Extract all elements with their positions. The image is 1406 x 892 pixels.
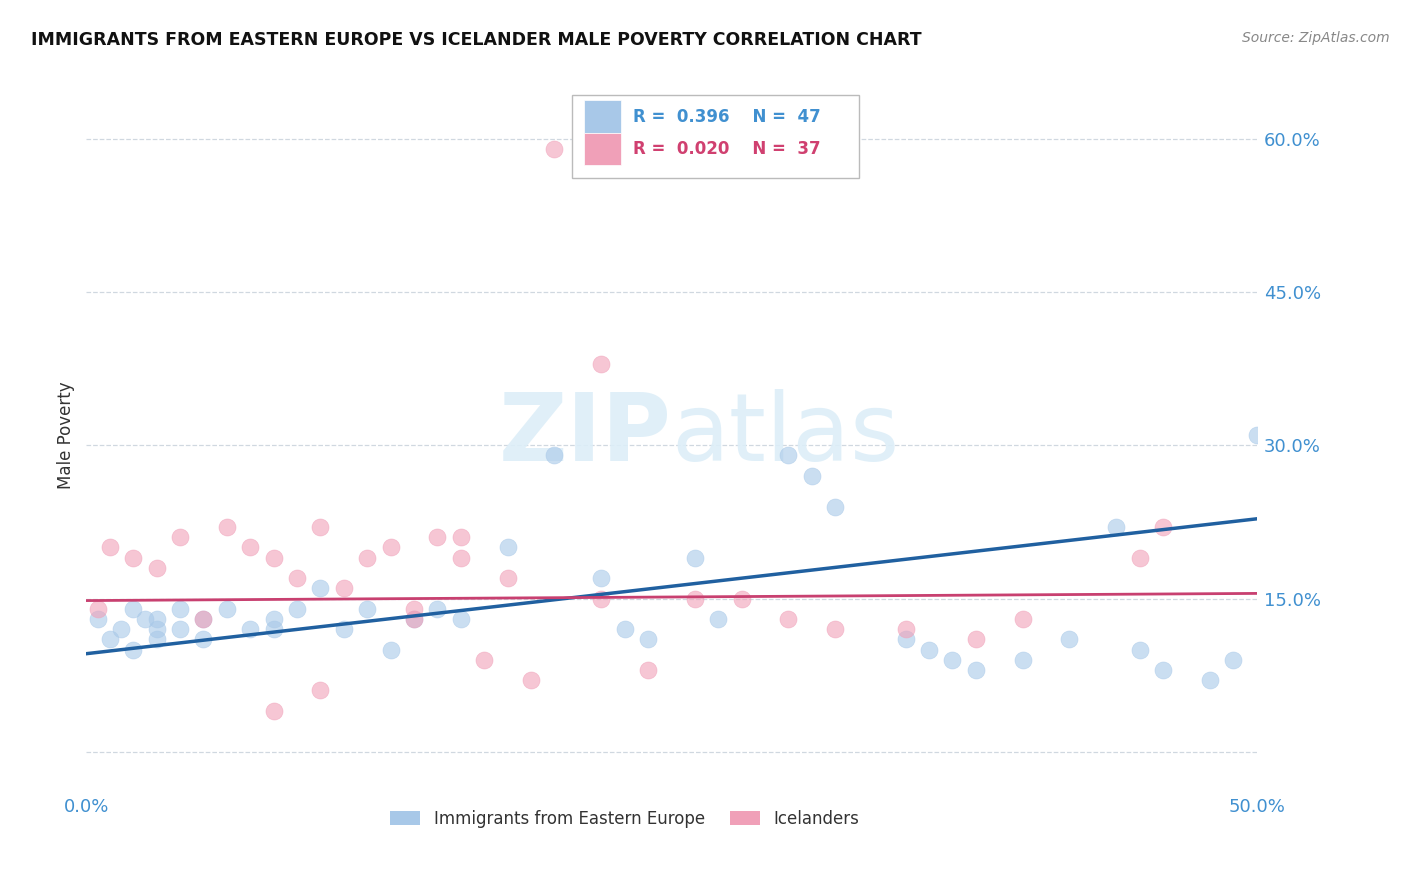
- Point: [450, 530, 472, 544]
- Point: [543, 449, 565, 463]
- Text: R =  0.396    N =  47: R = 0.396 N = 47: [633, 108, 821, 126]
- Point: [402, 601, 425, 615]
- Point: [778, 612, 800, 626]
- Point: [520, 673, 543, 688]
- Point: [332, 622, 354, 636]
- Point: [309, 683, 332, 698]
- Point: [98, 632, 121, 647]
- Point: [778, 449, 800, 463]
- Point: [1222, 653, 1244, 667]
- Point: [309, 520, 332, 534]
- Point: [145, 561, 167, 575]
- Point: [472, 653, 495, 667]
- Point: [402, 612, 425, 626]
- Point: [824, 500, 846, 514]
- Point: [402, 612, 425, 626]
- Point: [215, 601, 238, 615]
- Point: [426, 601, 449, 615]
- Point: [98, 541, 121, 555]
- Text: R =  0.020    N =  37: R = 0.020 N = 37: [633, 140, 821, 158]
- Point: [543, 142, 565, 156]
- Legend: Immigrants from Eastern Europe, Icelanders: Immigrants from Eastern Europe, Icelande…: [384, 803, 866, 834]
- Point: [239, 541, 262, 555]
- Point: [1059, 632, 1081, 647]
- Point: [683, 550, 706, 565]
- Point: [263, 704, 285, 718]
- Point: [613, 622, 636, 636]
- Point: [1152, 663, 1174, 677]
- Point: [1152, 520, 1174, 534]
- Point: [800, 469, 823, 483]
- Point: [450, 612, 472, 626]
- Point: [332, 582, 354, 596]
- Point: [591, 357, 613, 371]
- Y-axis label: Male Poverty: Male Poverty: [58, 381, 75, 489]
- Point: [309, 582, 332, 596]
- Point: [637, 632, 659, 647]
- Point: [193, 612, 215, 626]
- Point: [591, 571, 613, 585]
- Point: [496, 571, 519, 585]
- Text: IMMIGRANTS FROM EASTERN EUROPE VS ICELANDER MALE POVERTY CORRELATION CHART: IMMIGRANTS FROM EASTERN EUROPE VS ICELAN…: [31, 31, 921, 49]
- Point: [145, 622, 167, 636]
- Text: ZIP: ZIP: [499, 389, 672, 481]
- FancyBboxPatch shape: [572, 95, 859, 178]
- Point: [263, 612, 285, 626]
- Point: [824, 622, 846, 636]
- Point: [450, 550, 472, 565]
- Point: [426, 530, 449, 544]
- Point: [1011, 612, 1033, 626]
- Text: atlas: atlas: [672, 389, 900, 481]
- Point: [1129, 642, 1152, 657]
- Point: [285, 571, 308, 585]
- Point: [263, 550, 285, 565]
- Point: [122, 601, 145, 615]
- Point: [193, 632, 215, 647]
- Point: [285, 601, 308, 615]
- Point: [731, 591, 754, 606]
- Point: [380, 642, 402, 657]
- Point: [169, 622, 191, 636]
- Point: [1011, 653, 1033, 667]
- Point: [110, 622, 132, 636]
- Point: [263, 622, 285, 636]
- Point: [894, 632, 917, 647]
- Point: [380, 541, 402, 555]
- Point: [215, 520, 238, 534]
- Point: [356, 550, 378, 565]
- Point: [1246, 428, 1268, 442]
- Point: [941, 653, 963, 667]
- Point: [918, 642, 941, 657]
- Point: [707, 612, 730, 626]
- FancyBboxPatch shape: [583, 133, 621, 165]
- Point: [683, 591, 706, 606]
- Point: [965, 663, 987, 677]
- Point: [1105, 520, 1128, 534]
- Point: [134, 612, 156, 626]
- Point: [1198, 673, 1220, 688]
- Point: [87, 601, 110, 615]
- Point: [965, 632, 987, 647]
- Point: [591, 591, 613, 606]
- Point: [122, 550, 145, 565]
- Point: [239, 622, 262, 636]
- Point: [87, 612, 110, 626]
- Point: [122, 642, 145, 657]
- Point: [169, 530, 191, 544]
- Point: [356, 601, 378, 615]
- Point: [145, 632, 167, 647]
- Point: [145, 612, 167, 626]
- Point: [894, 622, 917, 636]
- Point: [637, 663, 659, 677]
- Point: [193, 612, 215, 626]
- Point: [1129, 550, 1152, 565]
- Point: [496, 541, 519, 555]
- FancyBboxPatch shape: [583, 100, 621, 133]
- Text: Source: ZipAtlas.com: Source: ZipAtlas.com: [1241, 31, 1389, 45]
- Point: [169, 601, 191, 615]
